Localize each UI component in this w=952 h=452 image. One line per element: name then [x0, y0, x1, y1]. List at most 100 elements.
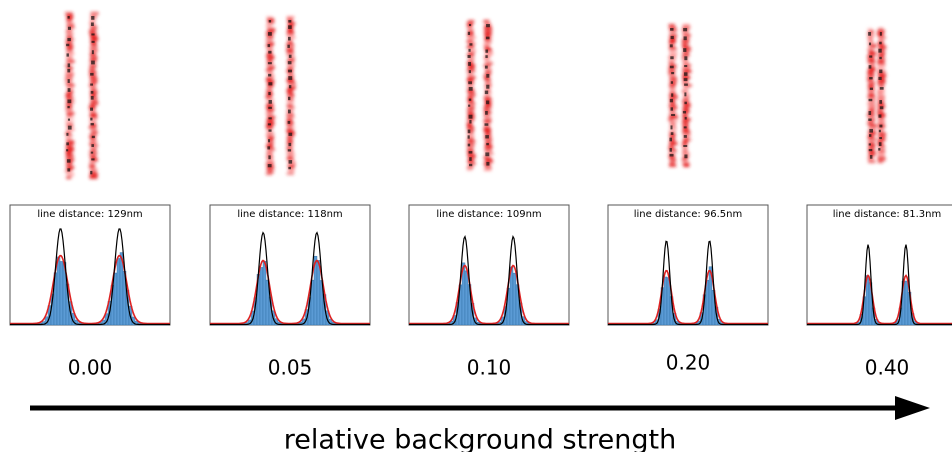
spot — [485, 132, 491, 135]
spot — [868, 68, 877, 71]
spot — [483, 126, 490, 129]
dot — [869, 77, 873, 80]
dot — [486, 100, 490, 105]
spot — [266, 114, 274, 117]
spot — [484, 78, 491, 81]
spot — [867, 84, 874, 87]
spot — [287, 106, 295, 109]
spot — [669, 86, 676, 89]
spot — [266, 168, 272, 171]
spot — [65, 136, 72, 139]
spot — [265, 134, 273, 137]
dot — [669, 137, 673, 142]
spot — [669, 58, 677, 61]
dot — [288, 25, 292, 29]
spot — [90, 44, 98, 47]
spot — [286, 32, 295, 35]
spot — [90, 152, 98, 155]
spot — [466, 68, 475, 71]
spot — [66, 112, 75, 115]
spot — [668, 156, 675, 159]
spot — [466, 72, 473, 75]
dot — [684, 56, 688, 61]
spot — [484, 98, 493, 101]
spot — [467, 112, 474, 115]
spot — [669, 120, 678, 123]
dot — [66, 149, 69, 152]
spot — [877, 80, 886, 83]
spot — [90, 146, 96, 149]
spot — [484, 138, 492, 141]
spot — [287, 168, 295, 171]
spot — [89, 34, 96, 37]
fit-black — [210, 231, 370, 326]
line-blur — [65, 12, 75, 179]
dot — [67, 168, 71, 172]
line-blur — [867, 28, 877, 163]
hist-frame — [9, 204, 171, 326]
dot — [67, 37, 71, 42]
spot — [682, 68, 691, 71]
spot — [467, 154, 476, 157]
spot — [466, 144, 475, 147]
spot — [485, 54, 492, 57]
dot — [468, 81, 472, 85]
spot — [89, 154, 97, 157]
spot — [89, 120, 97, 123]
dot — [287, 149, 292, 152]
spot — [867, 80, 875, 83]
spot — [878, 138, 886, 141]
spot — [682, 60, 689, 63]
spot — [266, 48, 274, 51]
spot — [485, 140, 492, 143]
dot — [670, 28, 674, 31]
spot — [286, 146, 293, 149]
spot — [90, 80, 98, 83]
spot — [868, 40, 874, 43]
dot — [683, 126, 687, 129]
spot — [287, 36, 296, 39]
spot — [683, 134, 691, 137]
spot — [670, 160, 676, 163]
spot — [265, 68, 273, 71]
spot — [682, 142, 688, 145]
spot — [468, 32, 474, 35]
spot — [266, 166, 275, 169]
dot — [484, 123, 489, 126]
spot — [682, 120, 689, 123]
spot — [287, 74, 295, 77]
spot — [266, 126, 274, 129]
hist-bar — [56, 256, 61, 326]
dot — [66, 53, 69, 57]
spot — [485, 48, 492, 51]
spot — [867, 70, 874, 73]
fit-black — [409, 234, 569, 326]
fit-black — [10, 228, 170, 326]
spot — [670, 112, 678, 115]
spot — [467, 38, 474, 41]
spot — [868, 52, 877, 55]
spot — [868, 144, 876, 147]
spot — [868, 106, 876, 109]
spot — [90, 130, 98, 133]
spot — [485, 62, 493, 65]
dot — [287, 109, 291, 114]
spot — [877, 126, 885, 129]
dot — [67, 105, 70, 109]
spot — [484, 112, 492, 115]
spot — [669, 34, 678, 37]
dot — [869, 55, 873, 58]
hist-bar — [473, 317, 478, 326]
spot — [681, 158, 688, 161]
dot — [683, 28, 688, 32]
spot — [683, 86, 690, 89]
spot — [90, 38, 99, 41]
dot — [485, 36, 490, 40]
spot — [484, 118, 492, 121]
dot — [267, 164, 272, 168]
spot — [878, 74, 887, 77]
dot — [878, 142, 882, 147]
spot — [288, 166, 295, 169]
spot — [483, 120, 492, 123]
spot — [467, 166, 474, 169]
